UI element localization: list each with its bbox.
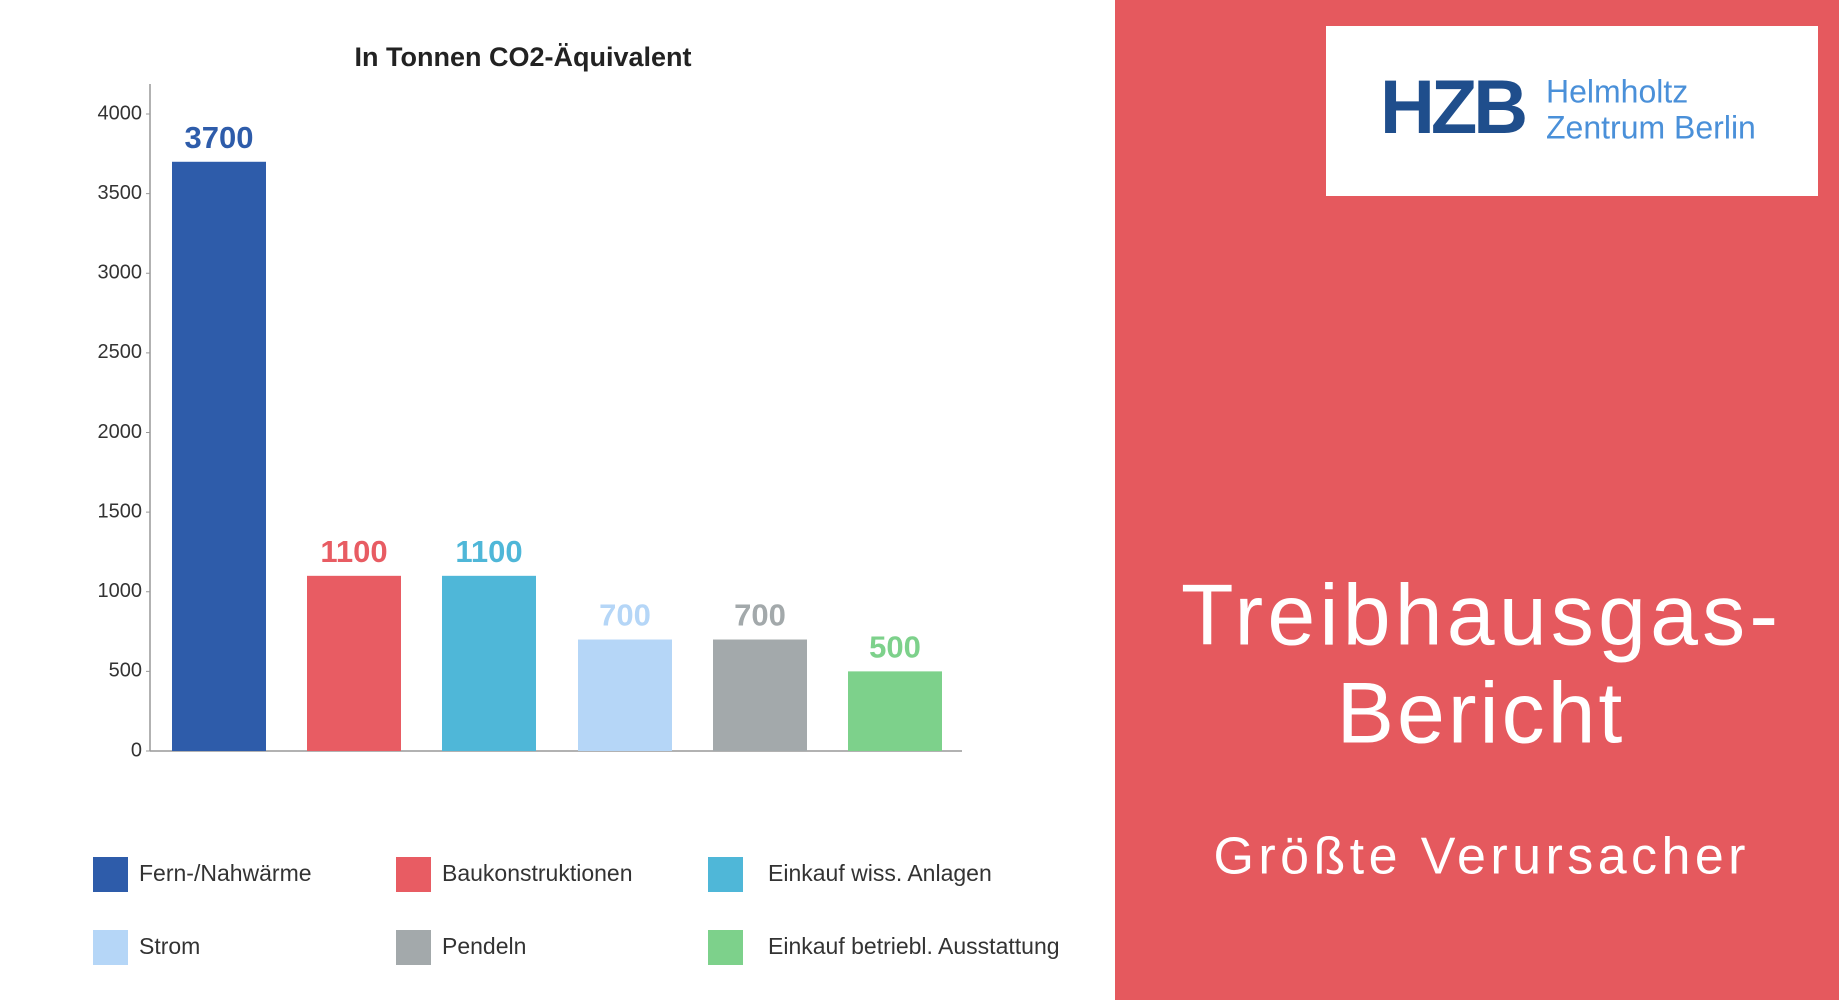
bar — [442, 575, 536, 751]
bar — [578, 639, 672, 751]
logo-line: Helmholtz — [1546, 73, 1688, 109]
data-label: 700 — [599, 598, 651, 633]
y-tick-label: 3500 — [98, 182, 143, 204]
legend-swatch — [396, 930, 431, 965]
legend-swatch — [396, 857, 431, 892]
y-tick-label: 3000 — [98, 262, 143, 284]
data-label: 1100 — [455, 534, 522, 569]
bar — [307, 575, 401, 751]
legend-label: Strom — [139, 933, 200, 959]
y-tick-label: 500 — [109, 660, 142, 682]
legend-swatch — [93, 857, 128, 892]
legend-label: Einkauf wiss. Anlagen — [768, 860, 992, 886]
legend-swatch — [708, 857, 743, 892]
y-tick-label: 2000 — [98, 421, 143, 443]
y-tick-label: 4000 — [98, 102, 143, 124]
data-label: 500 — [869, 630, 921, 665]
panel-title: Bericht — [1337, 666, 1626, 762]
data-label: 3700 — [185, 120, 254, 155]
data-label: 700 — [734, 598, 786, 633]
legend-swatch — [93, 930, 128, 965]
bar — [713, 639, 807, 751]
bar — [848, 671, 942, 751]
chart-title: In Tonnen CO2-Äquivalent — [355, 42, 692, 72]
legend-label: Einkauf betriebl. Ausstattung — [768, 933, 1060, 959]
legend-label: Fern-/Nahwärme — [139, 860, 312, 886]
y-tick-label: 1500 — [98, 500, 143, 522]
y-tick-label: 2500 — [98, 341, 143, 363]
logo-box — [1326, 26, 1818, 196]
bar — [172, 161, 266, 751]
legend-label: Baukonstruktionen — [442, 860, 633, 886]
legend-label: Pendeln — [442, 933, 526, 959]
data-label: 1100 — [320, 534, 387, 569]
logo-mark: HZB — [1380, 65, 1525, 150]
panel-subtitle: Größte Verursacher — [1214, 828, 1749, 886]
legend-swatch — [708, 930, 743, 965]
y-tick-label: 0 — [131, 739, 142, 761]
logo-line: Zentrum Berlin — [1546, 109, 1756, 145]
panel-title: Treibhausgas- — [1181, 568, 1781, 664]
y-tick-label: 1000 — [98, 580, 143, 602]
